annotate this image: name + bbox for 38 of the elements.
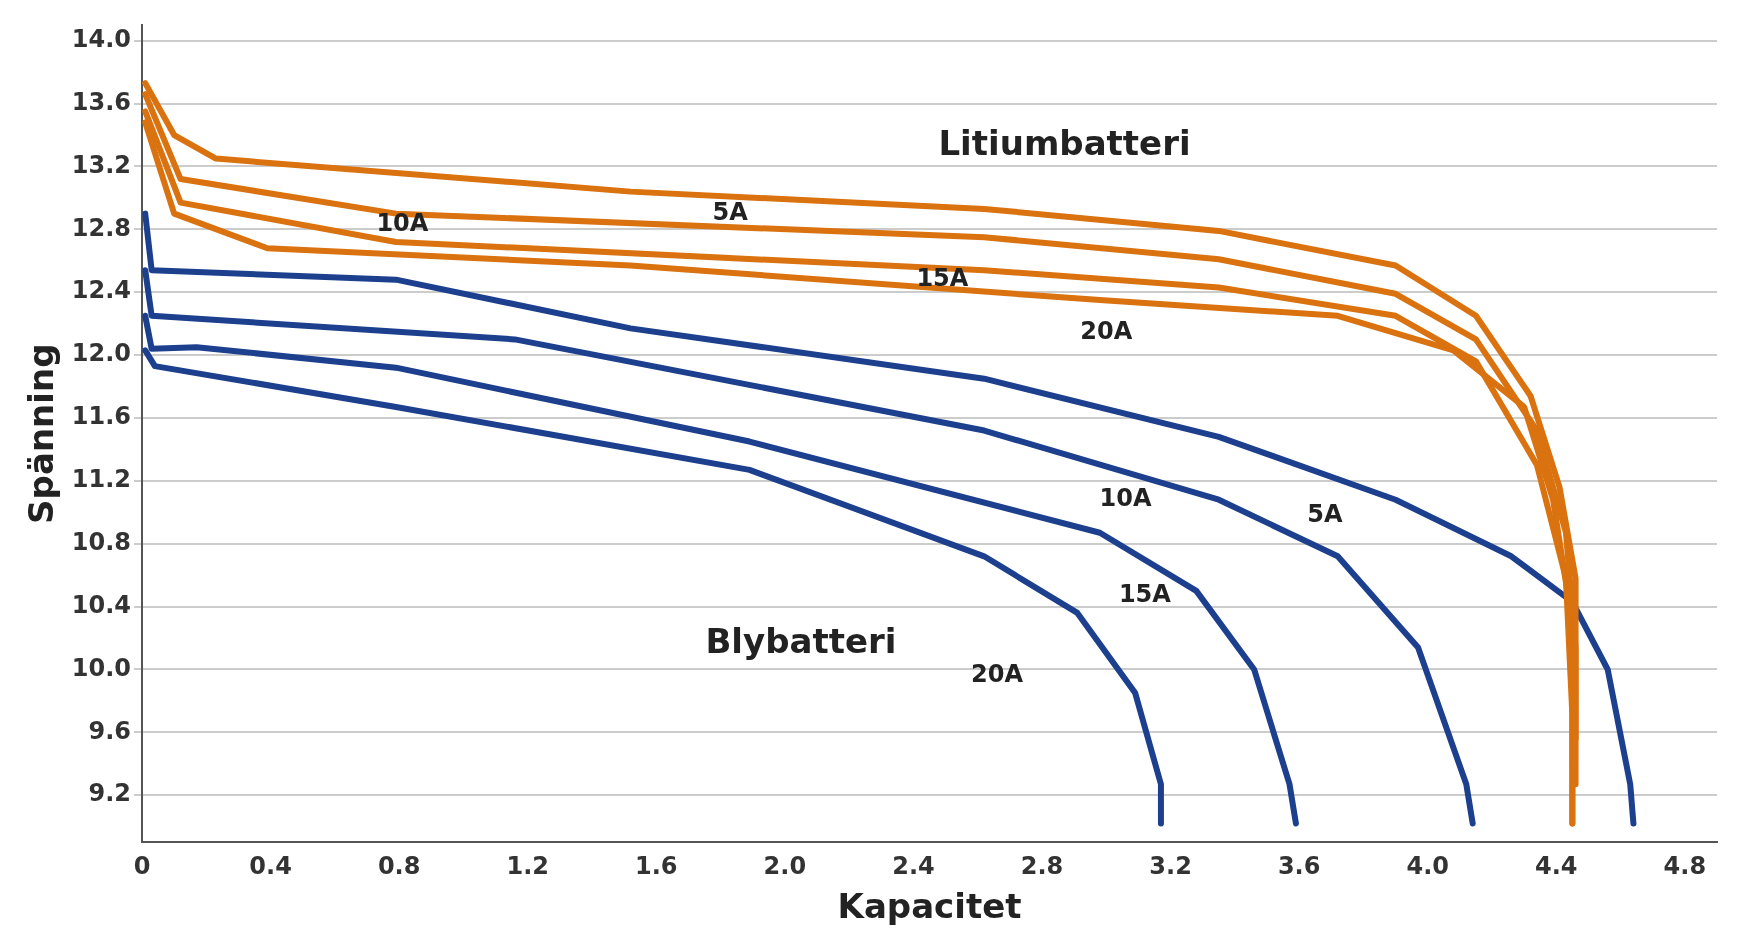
y-tick-label: 10.8 [71, 527, 132, 556]
series-label: 10A [376, 208, 429, 237]
y-tick-label: 10.4 [71, 590, 132, 619]
x-tick-label: 0 [133, 852, 151, 881]
y-tick-label: 11.2 [71, 465, 132, 494]
series-label: 15A [1118, 579, 1172, 608]
series-label: 5A [1307, 499, 1343, 528]
x-tick-label: 0.8 [377, 852, 421, 881]
series-label: 15A [916, 263, 969, 292]
text: 20A [971, 660, 1024, 689]
y-axis-title: Spänning [21, 343, 62, 524]
x-axis-title: Kapacitet [837, 886, 1022, 927]
x-tick-label: 4.4 [1535, 852, 1578, 881]
series-label: 10A [1099, 483, 1152, 512]
y-tick-label: 9.6 [88, 716, 132, 745]
x-tick-label: 2.4 [892, 852, 935, 881]
y-tick-label: 12.0 [71, 339, 132, 368]
x-tick-label: 2.0 [763, 852, 807, 881]
y-tick-label: 12.4 [71, 276, 132, 305]
annotation: Blybatteri [705, 621, 897, 662]
x-tick-label: 1.6 [635, 852, 678, 881]
y-tick-label: 9.2 [88, 779, 132, 808]
x-tick-label: 4.0 [1406, 852, 1449, 881]
series-label: 20A [1080, 317, 1133, 346]
x-tick-label: 1.2 [506, 852, 549, 881]
y-tick-label: 10.0 [71, 653, 132, 682]
x-tick-label: 3.2 [1149, 852, 1192, 881]
y-tick-label: 14.0 [71, 24, 132, 53]
series-label: 5A [712, 197, 749, 226]
y-tick-label: 11.6 [71, 402, 132, 431]
x-tick-label: 4.8 [1663, 852, 1707, 881]
y-tick-label: 13.6 [71, 87, 132, 116]
annotation: Litiumbatteri [938, 122, 1191, 163]
x-tick-label: 3.6 [1277, 852, 1321, 881]
x-tick-label: 0.4 [249, 852, 292, 881]
x-tick-label: 2.8 [1020, 852, 1064, 881]
y-tick-label: 13.2 [71, 150, 132, 179]
y-tick-label: 12.8 [71, 213, 132, 242]
